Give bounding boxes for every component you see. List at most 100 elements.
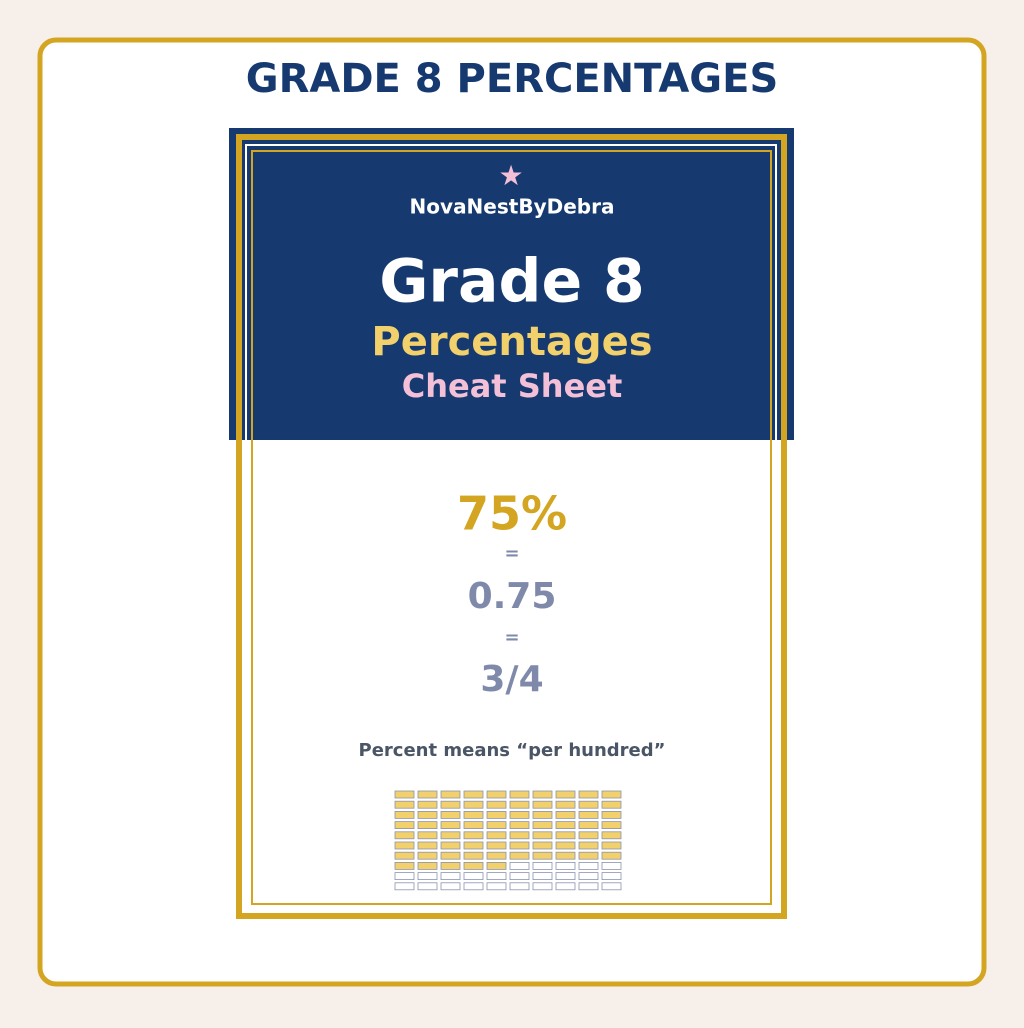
percent: 75% <box>457 487 567 541</box>
filled-cell <box>417 831 438 840</box>
brand: NovaNestByDebra <box>410 195 615 219</box>
filled-cell <box>578 851 599 860</box>
filled-cell <box>463 851 484 860</box>
empty-cell <box>555 872 576 880</box>
filled-cell <box>417 821 438 829</box>
filled-cell <box>532 831 553 840</box>
filled-cell <box>555 821 576 829</box>
empty-cell <box>440 882 461 891</box>
filled-cell <box>463 862 484 870</box>
filled-cell <box>440 831 461 840</box>
filled-cell <box>394 841 415 850</box>
filled-cell <box>440 851 461 860</box>
filled-cell <box>440 862 461 870</box>
card-inner-line <box>245 144 777 446</box>
empty-cell <box>463 882 484 891</box>
filled-cell <box>394 851 415 860</box>
filled-cell <box>509 831 530 840</box>
empty-cell <box>601 882 622 891</box>
filled-cell <box>394 800 415 809</box>
filled-cell <box>532 821 553 829</box>
caption: Percent means “per hundred” <box>359 740 666 761</box>
empty-cell <box>578 882 599 891</box>
filled-cell <box>394 811 415 819</box>
filled-cell <box>417 790 438 799</box>
filled-cell <box>509 841 530 850</box>
empty-cell <box>532 882 553 891</box>
card-border <box>236 134 787 919</box>
empty-cell <box>509 872 530 880</box>
filled-cell <box>463 800 484 809</box>
filled-cell <box>440 811 461 819</box>
card-inner-border <box>251 150 772 905</box>
filled-cell <box>601 811 622 819</box>
empty-cell <box>578 862 599 870</box>
filled-cell <box>417 811 438 819</box>
filled-cell <box>578 841 599 850</box>
filled-cell <box>463 811 484 819</box>
empty-cell <box>509 862 530 870</box>
filled-cell <box>440 841 461 850</box>
filled-cell <box>463 831 484 840</box>
filled-cell <box>417 800 438 809</box>
filled-cell <box>463 790 484 799</box>
filled-cell <box>440 800 461 809</box>
empty-cell <box>555 862 576 870</box>
empty-cell <box>601 872 622 880</box>
filled-cell <box>394 821 415 829</box>
filled-cell <box>486 862 507 870</box>
filled-cell <box>601 790 622 799</box>
filled-cell <box>532 851 553 860</box>
filled-cell <box>555 841 576 850</box>
filled-cell <box>532 790 553 799</box>
filled-cell <box>532 811 553 819</box>
empty-cell <box>486 872 507 880</box>
empty-cell <box>417 872 438 880</box>
filled-cell <box>601 821 622 829</box>
filled-cell <box>578 800 599 809</box>
filled-cell <box>463 821 484 829</box>
filled-cell <box>394 831 415 840</box>
page-title: GRADE 8 PERCENTAGES <box>246 56 779 102</box>
empty-cell <box>417 882 438 891</box>
empty-cell <box>486 882 507 891</box>
filled-cell <box>486 831 507 840</box>
empty-cell <box>532 872 553 880</box>
filled-cell <box>601 831 622 840</box>
filled-cell <box>509 811 530 819</box>
filled-cell <box>463 841 484 850</box>
filled-cell <box>509 821 530 829</box>
filled-cell <box>486 811 507 819</box>
card-title: Grade 8 <box>379 247 645 317</box>
empty-cell <box>578 872 599 880</box>
filled-cell <box>486 851 507 860</box>
filled-cell <box>417 862 438 870</box>
empty-cell <box>601 862 622 870</box>
filled-cell <box>486 800 507 809</box>
empty-cell <box>394 882 415 891</box>
filled-cell <box>555 851 576 860</box>
card-header <box>229 128 794 440</box>
filled-cell <box>532 841 553 850</box>
filled-cell <box>440 790 461 799</box>
filled-cell <box>555 790 576 799</box>
filled-cell <box>578 811 599 819</box>
empty-cell <box>463 872 484 880</box>
filled-cell <box>601 800 622 809</box>
empty-cell <box>509 882 530 891</box>
empty-cell <box>440 872 461 880</box>
star: ★ <box>498 159 523 192</box>
filled-cell <box>417 851 438 860</box>
empty-cell <box>532 862 553 870</box>
filled-cell <box>486 841 507 850</box>
filled-cell <box>532 800 553 809</box>
fraction: 3/4 <box>480 659 543 700</box>
decimal: 0.75 <box>468 576 557 617</box>
filled-cell <box>509 851 530 860</box>
empty-cell <box>555 882 576 891</box>
card-tagline: Cheat Sheet <box>402 367 623 405</box>
equals: = <box>504 627 519 648</box>
equals: = <box>504 543 519 564</box>
